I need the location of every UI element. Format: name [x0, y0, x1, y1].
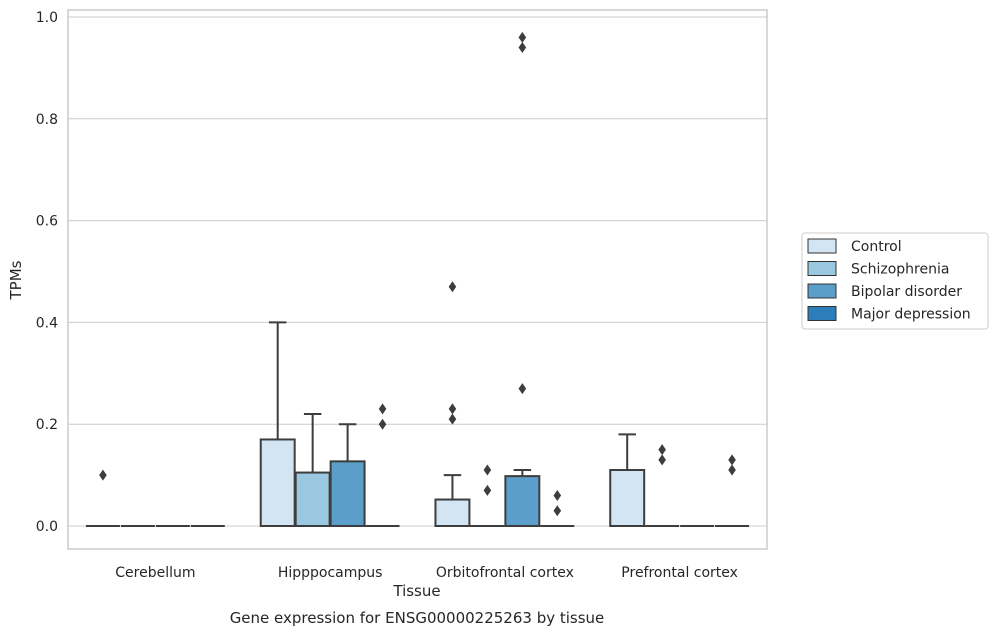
legend-swatch — [807, 238, 837, 254]
box — [294, 413, 331, 527]
tick-layer: 0.0 0.2 0.4 0.6 0.8 1.0 Cerebellum Hipppocampus… — [36, 10, 738, 581]
outlier-point — [553, 489, 562, 501]
x-axis-label: Tissue — [392, 582, 440, 600]
outlier-point — [658, 454, 666, 466]
series-control — [85, 281, 646, 528]
box — [470, 464, 505, 527]
box — [434, 281, 471, 528]
outlier-point — [483, 464, 492, 476]
box-body — [609, 469, 646, 528]
outlier-point — [99, 469, 107, 481]
box-body — [259, 438, 296, 527]
plot-frame — [67, 9, 768, 550]
box-body — [294, 471, 331, 527]
legend: Control Schizophrenia Bipolar disorder Majo… — [801, 232, 989, 330]
box-body — [504, 475, 541, 528]
legend-label: Bipolar disorder — [851, 284, 962, 300]
box-body — [329, 460, 366, 527]
legend-label: Control — [851, 239, 902, 255]
outlier-point — [553, 505, 562, 517]
series-bipolar-disorder — [155, 31, 715, 528]
y-tick-label: 0.8 — [36, 112, 58, 128]
legend-frame — [801, 232, 989, 330]
box — [645, 444, 680, 527]
outlier-point — [518, 42, 527, 54]
plot-border — [67, 9, 768, 550]
box — [540, 489, 575, 527]
legend-swatch — [807, 283, 837, 299]
series-schizophrenia — [120, 413, 680, 527]
x-tick-label: Hipppocampus — [278, 565, 383, 581]
outlier-point — [378, 418, 387, 430]
box — [85, 469, 120, 527]
box-layer — [85, 31, 750, 528]
chart-caption: Gene expression for ENSG00000225263 by t… — [230, 609, 605, 627]
box — [329, 423, 366, 527]
outlier-point — [658, 444, 666, 456]
legend-items: Control Schizophrenia Bipolar disorder Majo… — [807, 238, 971, 323]
legend-swatch — [807, 261, 837, 276]
outlier-point — [378, 403, 387, 415]
y-tick-label: 0.4 — [36, 315, 58, 331]
outlier-point — [448, 281, 457, 293]
x-tick-label: Cerebellum — [115, 565, 195, 581]
y-tick-label: 0.0 — [36, 519, 58, 535]
y-axis-label: TPMs — [7, 260, 25, 300]
outlier-point — [448, 413, 457, 425]
box — [504, 31, 541, 528]
x-tick-label: Prefrontal cortex — [621, 565, 738, 581]
series-major-depression — [190, 403, 750, 527]
box — [365, 403, 400, 527]
box — [715, 454, 750, 527]
box — [259, 321, 296, 527]
legend-swatch — [807, 306, 837, 321]
outlier-point — [728, 454, 736, 466]
y-tick-label: 0.6 — [36, 214, 58, 230]
outlier-point — [448, 403, 457, 415]
outlier-point — [728, 464, 736, 476]
outlier-point — [518, 31, 527, 43]
legend-label: Schizophrenia — [851, 262, 949, 278]
box — [609, 433, 646, 528]
y-tick-label: 0.2 — [36, 417, 58, 433]
y-tick-label: 1.0 — [36, 10, 58, 26]
x-tick-label: Orbitofrontal cortex — [436, 565, 574, 581]
legend-label: Major depression — [851, 307, 971, 323]
box-body — [434, 498, 471, 528]
outlier-point — [518, 383, 527, 395]
outlier-point — [483, 484, 492, 496]
